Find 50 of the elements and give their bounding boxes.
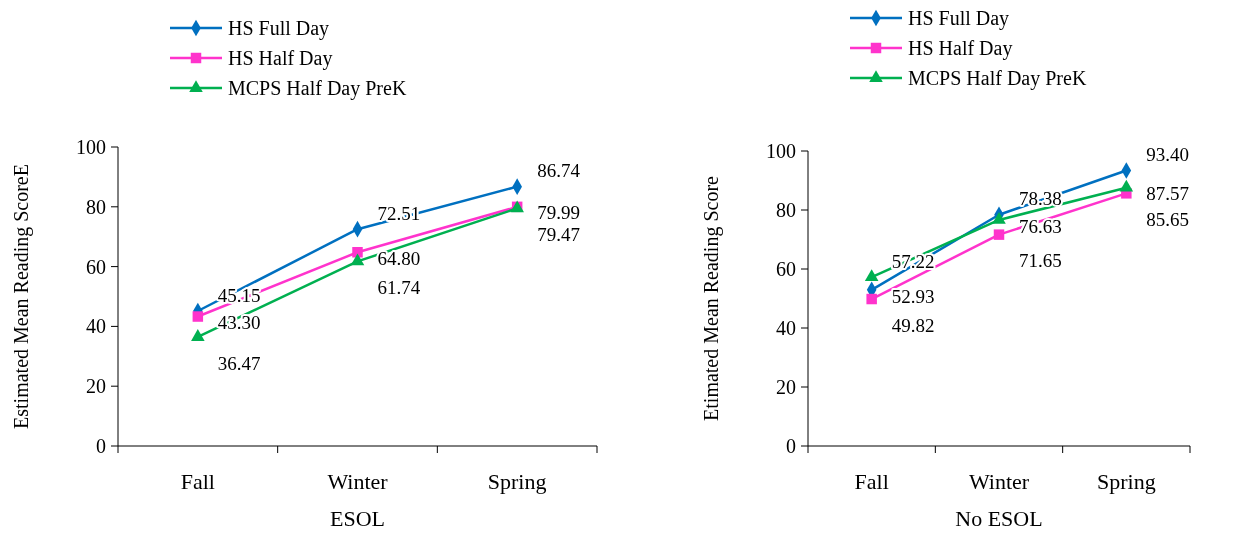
data-label: 87.57	[1146, 183, 1190, 205]
data-label: 52.93	[891, 285, 935, 307]
point	[1119, 179, 1134, 192]
point	[192, 311, 204, 322]
y-tick-label: 40	[86, 315, 106, 338]
data-label: 64.80	[377, 247, 421, 269]
data-label: 76.63	[1019, 215, 1062, 237]
point	[864, 269, 879, 282]
x-tick-label: Winter	[968, 469, 1030, 494]
legend-label: HS Half Day	[228, 47, 333, 70]
y-tick-label: 20	[776, 376, 796, 398]
point	[352, 247, 363, 258]
x-axis-title: No ESOL	[955, 506, 1043, 531]
data-label: 93.40	[1146, 144, 1190, 166]
x-tick-label: Fall	[180, 469, 215, 494]
y-tick-label: 80	[86, 195, 106, 218]
x-tick-label: Fall	[854, 469, 889, 494]
y-tick-label: 0	[786, 435, 796, 457]
x-tick-label: Spring	[487, 469, 547, 494]
y-tick-label: 60	[86, 255, 106, 278]
x-tick-label: Winter	[327, 469, 389, 494]
point	[992, 212, 1006, 224]
y-axis-title: Estimated Mean Reading ScoreE	[10, 164, 33, 429]
point	[191, 329, 205, 341]
legend-label: HS Full Day	[228, 17, 330, 40]
point	[993, 229, 1005, 240]
y-axis-title: Etimated Mean Reading Score	[700, 175, 723, 421]
y-tick-label: 60	[776, 258, 796, 280]
y-tick-label: 100	[76, 136, 106, 158]
point	[866, 293, 877, 305]
legend-label: MCPS Half Day PreK	[228, 77, 407, 100]
data-label: 86.74	[537, 160, 581, 182]
data-label: 79.47	[537, 224, 580, 246]
legend-label: HS Full Day	[908, 7, 1010, 30]
y-tick-label: 20	[86, 375, 106, 398]
y-tick-label: 40	[776, 317, 796, 339]
x-axis-title: ESOL	[330, 506, 385, 531]
x-tick-label: Spring	[1096, 469, 1156, 494]
y-tick-label: 0	[96, 435, 106, 457]
legend-label: HS Half Day	[908, 37, 1013, 60]
y-tick-label: 80	[776, 199, 796, 221]
data-label: 61.74	[377, 277, 421, 299]
legend-label: MCPS Half Day PreK	[908, 67, 1087, 90]
data-label: 49.82	[891, 314, 935, 336]
y-tick-label: 100	[766, 140, 796, 162]
data-label: 36.47	[217, 352, 261, 374]
point	[350, 253, 365, 266]
data-label: 85.65	[1146, 208, 1190, 230]
data-label: 71.65	[1019, 250, 1062, 272]
data-label: 79.99	[537, 202, 580, 224]
